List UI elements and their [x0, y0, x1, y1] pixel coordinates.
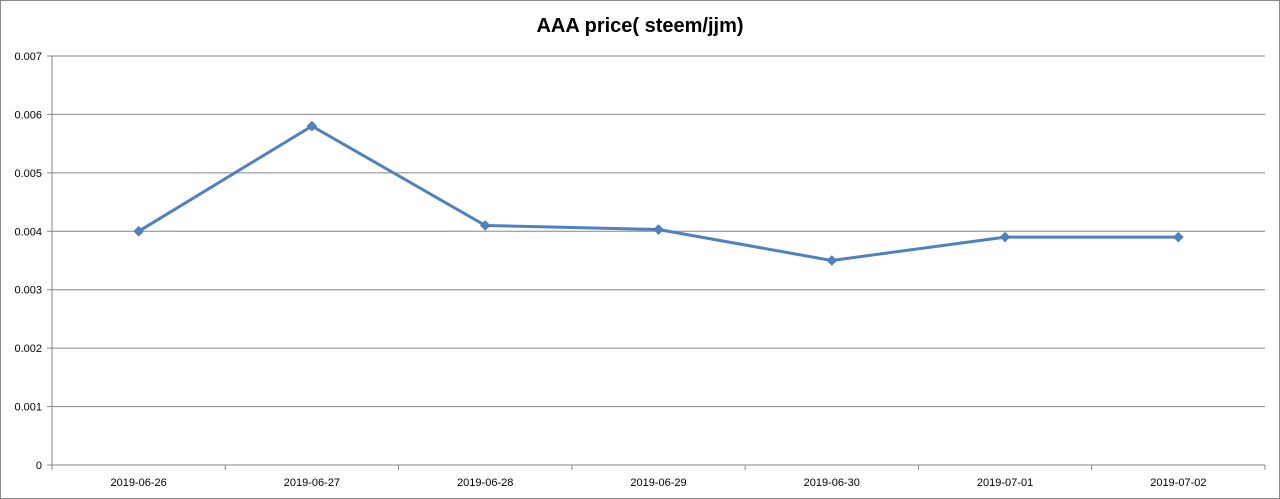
y-tick-label: 0.006	[14, 109, 42, 121]
series-line	[137, 124, 1179, 262]
y-tick-label: 0.003	[14, 285, 42, 297]
data-point-marker	[826, 255, 838, 266]
data-point-marker	[1173, 231, 1184, 243]
y-tick-label: 0.002	[14, 343, 42, 355]
y-tick-label: 0.007	[14, 51, 42, 63]
chart-title: AAA price( steem/jjm)	[536, 15, 744, 37]
series-layer	[133, 120, 1184, 266]
x-tick-labels: 2019-06-26 2019-06-27 2019-06-28 2019-06-29…	[111, 477, 1207, 489]
x-tick-label: 2019-06-26	[111, 477, 167, 489]
data-point-marker	[999, 231, 1011, 243]
x-tick-label: 2019-06-29	[630, 477, 686, 489]
y-tick-label: 0.001	[14, 402, 42, 414]
axes	[47, 55, 1266, 470]
data-point-marker	[479, 220, 491, 231]
data-point-marker	[653, 224, 664, 235]
y-tick-label: 0.005	[14, 168, 42, 180]
data-point-marker	[306, 120, 318, 132]
x-tick-label: 2019-06-28	[457, 477, 513, 489]
y-tick-label: 0	[36, 460, 42, 472]
x-tick-label: 2019-07-02	[1150, 477, 1206, 489]
y-tick-labels: 0 0.001 0.002 0.003 0.004 0.005 0.006 0.007	[14, 51, 42, 472]
x-tick-label: 2019-06-27	[284, 477, 340, 489]
x-tick-label: 2019-07-01	[977, 477, 1033, 489]
y-tick-label: 0.004	[14, 226, 42, 238]
data-point-marker	[133, 225, 144, 237]
x-tick-label: 2019-06-30	[804, 477, 860, 489]
